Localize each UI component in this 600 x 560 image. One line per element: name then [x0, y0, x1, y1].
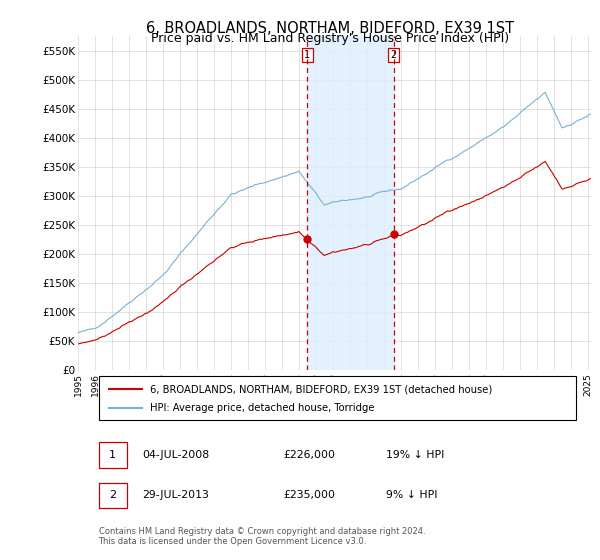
Point — [302, 235, 312, 244]
FancyBboxPatch shape — [98, 376, 575, 420]
Text: 2: 2 — [391, 50, 397, 60]
Text: 29-JUL-2013: 29-JUL-2013 — [142, 491, 209, 501]
Text: 1: 1 — [109, 450, 116, 460]
Text: 9% ↓ HPI: 9% ↓ HPI — [386, 491, 437, 501]
Text: £235,000: £235,000 — [283, 491, 335, 501]
Bar — [307, 36, 394, 370]
FancyBboxPatch shape — [98, 483, 127, 508]
Point — [389, 229, 398, 238]
Text: 04-JUL-2008: 04-JUL-2008 — [142, 450, 209, 460]
Text: 6, BROADLANDS, NORTHAM, BIDEFORD, EX39 1ST: 6, BROADLANDS, NORTHAM, BIDEFORD, EX39 1… — [146, 21, 514, 36]
Text: 1: 1 — [304, 50, 310, 60]
Text: £226,000: £226,000 — [283, 450, 335, 460]
Text: Price paid vs. HM Land Registry's House Price Index (HPI): Price paid vs. HM Land Registry's House … — [151, 32, 509, 45]
Text: Contains HM Land Registry data © Crown copyright and database right 2024.
This d: Contains HM Land Registry data © Crown c… — [98, 527, 425, 546]
Text: 2: 2 — [109, 491, 116, 501]
Text: 19% ↓ HPI: 19% ↓ HPI — [386, 450, 444, 460]
Text: 6, BROADLANDS, NORTHAM, BIDEFORD, EX39 1ST (detached house): 6, BROADLANDS, NORTHAM, BIDEFORD, EX39 1… — [150, 384, 492, 394]
Text: HPI: Average price, detached house, Torridge: HPI: Average price, detached house, Torr… — [150, 403, 374, 413]
FancyBboxPatch shape — [98, 442, 127, 468]
